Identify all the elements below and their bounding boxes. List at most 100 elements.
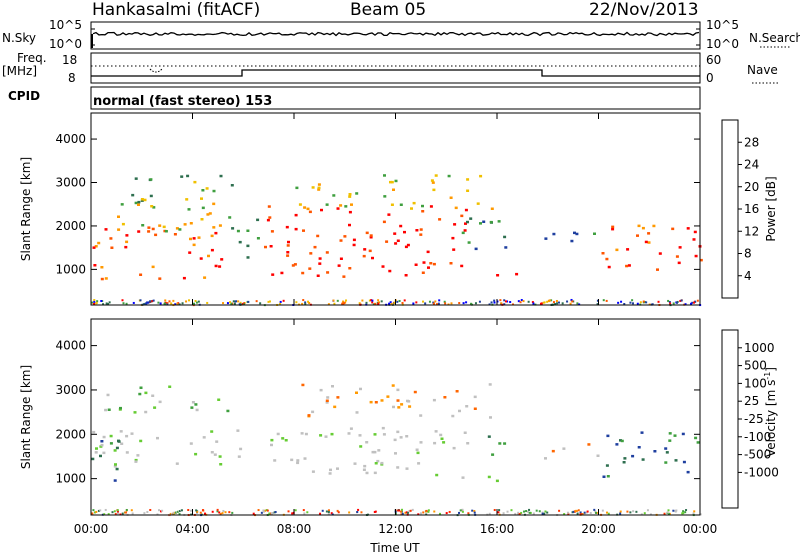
velocity-noise-cell <box>541 511 544 514</box>
power-scatter-cell <box>421 210 425 213</box>
power-scatter-cell <box>463 229 467 232</box>
power-noise-cell <box>561 302 564 305</box>
power-scatter-cell <box>677 261 681 265</box>
velocity-noise-cell <box>224 511 227 514</box>
power-noise-cell <box>389 301 392 304</box>
velocity-noise-cell <box>121 512 124 515</box>
nave-label: Nave <box>747 63 778 77</box>
power-ylabel: Slant Range [km] <box>19 157 33 261</box>
power-noise-cell <box>490 301 493 304</box>
velocity-scatter-cell <box>405 467 409 470</box>
power-noise-cell <box>540 302 543 305</box>
power-scatter-cell <box>467 241 471 244</box>
velocity-noise-cell <box>195 509 198 512</box>
velocity-noise-cell <box>266 509 269 512</box>
power-scatter-cell <box>287 240 290 244</box>
velocity-noise-cell <box>104 508 107 511</box>
power-scatter-cell <box>394 179 398 183</box>
power-noise-cell <box>206 301 209 304</box>
power-scatter-cell <box>343 235 347 238</box>
power-noise-cell <box>643 301 646 304</box>
power-noise-cell <box>488 303 491 306</box>
power-noise-cell <box>139 299 142 302</box>
power-scatter-cell <box>410 207 413 210</box>
power-noise-cell <box>377 302 380 305</box>
velocity-noise-cell <box>143 512 146 515</box>
power-scatter-cell <box>120 203 124 206</box>
power-noise-cell <box>308 302 311 305</box>
power-scatter-cell <box>219 174 223 178</box>
power-scatter-cell <box>306 207 310 211</box>
velocity-scatter-cell <box>139 439 143 443</box>
power-noise-cell <box>255 300 258 303</box>
power-noise-cell <box>149 300 152 303</box>
power-noise-cell <box>458 302 461 305</box>
power-noise-cell <box>680 299 683 302</box>
power-noise-cell <box>444 302 447 305</box>
power-scatter-cell <box>363 248 367 251</box>
power-noise-cell <box>102 303 105 306</box>
velocity-scatter-cell <box>319 434 323 437</box>
power-scatter-cell <box>266 218 270 222</box>
power-scatter-cell <box>460 264 464 268</box>
power-scatter-cell <box>427 266 430 269</box>
velocity-scatter-cell <box>373 471 377 475</box>
velocity-scatter-cell <box>95 447 98 450</box>
velocity-noise-cell <box>252 512 255 515</box>
velocity-scatter-cell <box>415 448 419 451</box>
power-scatter-cell <box>396 239 400 242</box>
power-scatter-cell <box>339 239 343 242</box>
power-noise-cell <box>532 302 535 305</box>
velocity-noise-cell <box>672 509 675 512</box>
power-noise-cell <box>267 300 270 303</box>
velocity-colorbar-tick-label: -1000 <box>744 465 779 479</box>
power-scatter-cell <box>301 271 305 275</box>
velocity-noise-cell <box>626 510 629 513</box>
power-scatter-cell <box>238 240 242 244</box>
power-noise-cell <box>247 300 250 303</box>
power-scatter-cell <box>268 216 272 219</box>
velocity-noise-cell <box>572 510 575 513</box>
velocity-scatter-cell <box>213 453 217 456</box>
power-noise-cell <box>617 301 620 304</box>
power-scatter-cell <box>339 204 343 207</box>
velocity-noise-cell <box>646 509 649 512</box>
power-scatter-cell <box>294 227 298 231</box>
power-noise-cell <box>345 299 348 302</box>
power-noise-cell <box>157 301 160 304</box>
power-noise-cell <box>478 300 481 303</box>
velocity-noise-cell <box>532 512 535 515</box>
power-noise-cell <box>506 300 509 303</box>
power-scatter-cell <box>200 197 203 200</box>
power-scatter-cell <box>644 240 648 244</box>
power-noise-cell <box>100 300 103 303</box>
power-scatter-cell <box>421 271 425 274</box>
velocity-scatter-cell <box>113 449 117 452</box>
power-scatter-cell <box>694 254 698 258</box>
velocity-scatter-cell <box>455 390 459 393</box>
power-noise-cell <box>435 303 438 306</box>
velocity-scatter-cell <box>399 436 403 439</box>
power-noise-cell <box>424 302 427 305</box>
power-scatter-cell <box>228 216 232 219</box>
power-noise-cell <box>372 303 375 306</box>
power-scatter-cell <box>218 265 222 268</box>
power-noise-cell <box>336 299 339 302</box>
velocity-noise-cell <box>146 510 149 513</box>
power-scatter-cell <box>256 218 260 222</box>
velocity-scatter-cell <box>587 443 591 446</box>
velocity-scatter-cell <box>396 399 400 402</box>
velocity-noise-cell <box>576 512 579 515</box>
power-scatter-cell <box>460 214 464 218</box>
power-noise-cell <box>415 301 418 304</box>
power-noise-cell <box>159 302 162 305</box>
power-scatter-cell <box>474 247 478 251</box>
velocity-noise-cell <box>526 510 529 513</box>
power-scatter-cell <box>392 188 395 191</box>
power-noise-cell <box>105 302 108 305</box>
velocity-noise-cell <box>471 509 474 512</box>
power-ytick-label: 1000 <box>55 262 86 276</box>
power-scatter-cell <box>188 251 192 254</box>
power-scatter-cell <box>393 232 397 235</box>
power-scatter-cell <box>180 175 184 178</box>
